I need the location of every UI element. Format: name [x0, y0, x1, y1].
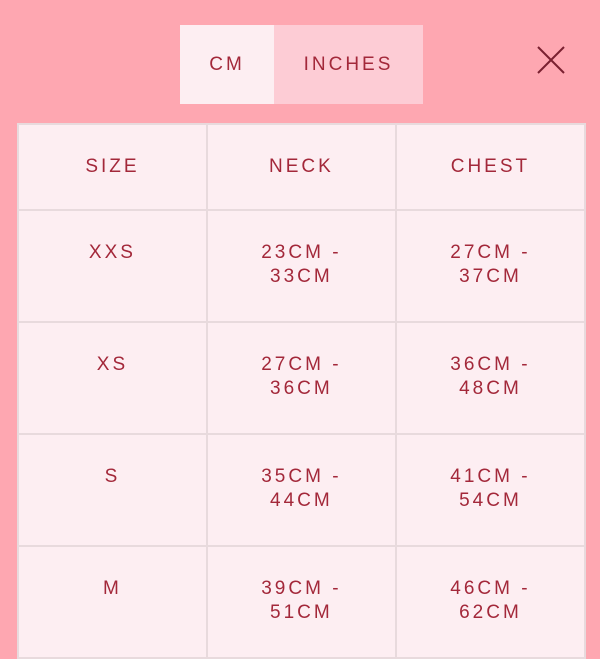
cell-chest-line: 48CM: [459, 378, 522, 399]
cell-chest: 27CM - 37CM: [394, 209, 587, 323]
cell-neck-line: 51CM: [270, 602, 333, 623]
unit-inches-button[interactable]: INCHES: [274, 25, 423, 104]
cell-size: XS: [17, 321, 208, 435]
cell-neck: 35CM - 44CM: [205, 433, 397, 547]
cell-size: S: [17, 433, 208, 547]
cell-size: M: [17, 545, 208, 659]
cell-neck-line: 33CM: [270, 266, 333, 287]
cell-size: XXS: [17, 209, 208, 323]
cell-neck-line: 39CM -: [261, 578, 342, 599]
cell-neck-line: 44CM: [270, 490, 333, 511]
cell-chest-line: 62CM: [459, 602, 522, 623]
cell-chest: 41CM - 54CM: [394, 433, 587, 547]
cell-neck: 39CM - 51CM: [205, 545, 397, 659]
cell-chest-line: 41CM -: [450, 466, 531, 487]
cell-chest: 46CM - 62CM: [394, 545, 587, 659]
table-header-row: SIZE NECK CHEST: [17, 123, 587, 211]
table-row: M 39CM - 51CM 46CM - 62CM: [17, 545, 587, 659]
cell-chest-line: 37CM: [459, 266, 522, 287]
cell-neck-line: 36CM: [270, 378, 333, 399]
cell-chest: 36CM - 48CM: [394, 321, 587, 435]
cell-neck: 27CM - 36CM: [205, 321, 397, 435]
cell-chest-line: 46CM -: [450, 578, 531, 599]
table-row: XS 27CM - 36CM 36CM - 48CM: [17, 321, 587, 435]
table-row: XXS 23CM - 33CM 27CM - 37CM: [17, 209, 587, 323]
close-icon[interactable]: [536, 45, 566, 75]
header-chest: CHEST: [394, 123, 587, 211]
unit-toggle: CM INCHES: [180, 25, 423, 104]
cell-neck: 23CM - 33CM: [205, 209, 397, 323]
table-row: S 35CM - 44CM 41CM - 54CM: [17, 433, 587, 547]
size-chart-table: SIZE NECK CHEST XXS 23CM -33CM 27CM -37CM X…: [17, 123, 587, 659]
cell-chest-line: 54CM: [459, 490, 522, 511]
header-neck: NECK: [205, 123, 397, 211]
header-size: SIZE: [17, 123, 208, 211]
cell-neck-line: 23CM -: [261, 242, 342, 263]
cell-chest-line: 27CM -: [450, 242, 531, 263]
cell-neck-line: 35CM -: [261, 466, 342, 487]
unit-cm-button[interactable]: CM: [180, 25, 274, 104]
cell-chest-line: 36CM -: [450, 354, 531, 375]
cell-neck-line: 27CM -: [261, 354, 342, 375]
